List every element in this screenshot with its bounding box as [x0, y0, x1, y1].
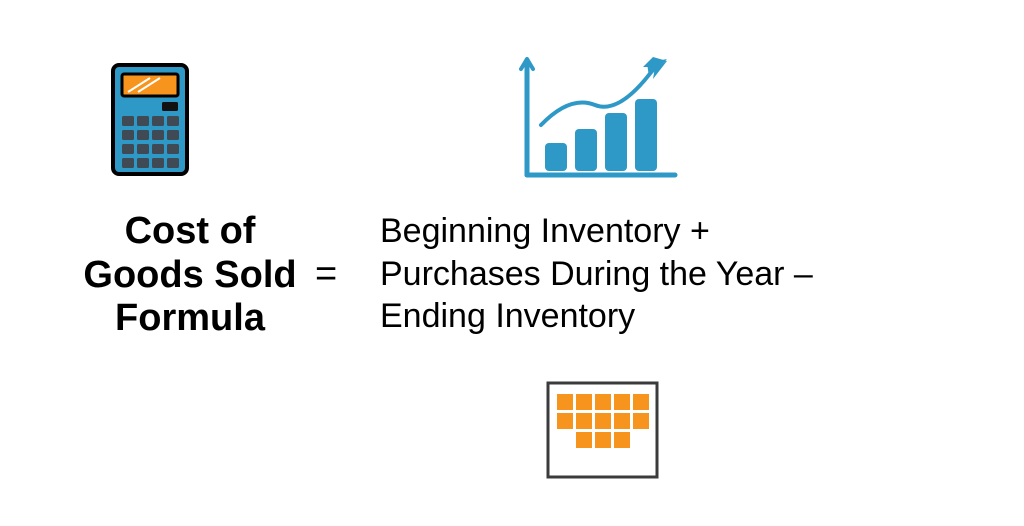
equals-sign: = [315, 253, 337, 296]
title-line-3: Formula [60, 297, 320, 341]
title-line-2: Goods Sold [60, 254, 320, 298]
growth-chart-icon [515, 55, 680, 195]
calculator-icon [110, 62, 190, 182]
calendar-icon [545, 380, 660, 485]
formula-body: Beginning Inventory + Purchases During t… [380, 210, 980, 338]
formula-title: Cost of Goods Sold Formula [60, 210, 320, 341]
formula-line-2: Purchases During the Year – [380, 253, 980, 296]
title-line-1: Cost of [60, 210, 320, 254]
formula-line-1: Beginning Inventory + [380, 210, 980, 253]
formula-line-3: Ending Inventory [380, 295, 980, 338]
